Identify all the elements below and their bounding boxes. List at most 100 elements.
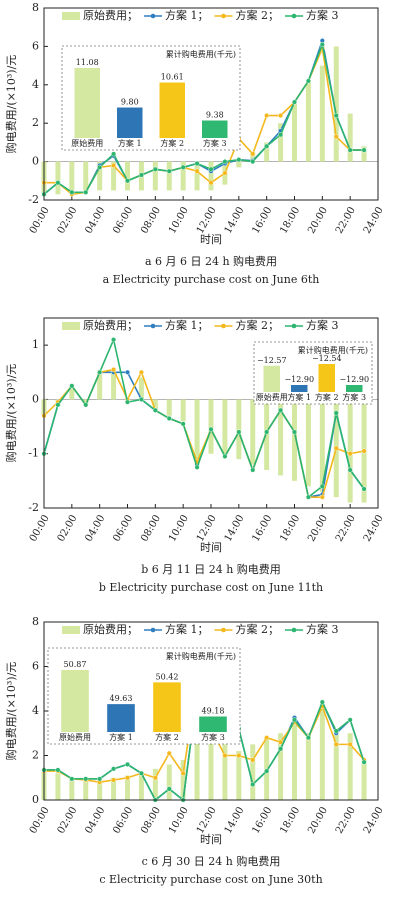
point (97, 164, 103, 170)
point (319, 483, 325, 489)
legend-swatch (150, 13, 156, 19)
bar (97, 779, 103, 800)
bar (97, 372, 103, 400)
inset-bar (61, 670, 89, 732)
y-tick-label: 0 (32, 155, 39, 168)
inset-bar (318, 364, 335, 392)
point (333, 410, 339, 416)
bar (125, 775, 130, 800)
bar (69, 777, 75, 800)
inset-value-label: 49.18 (202, 707, 225, 716)
panel: 0 2 4 6 8 00:00 02:00 04:00 06:00 08:00 10:00 12:00… (4, 615, 386, 886)
x-tick-label: 10:00 (167, 205, 191, 235)
legend-swatch (62, 626, 80, 634)
point (152, 407, 158, 413)
x-tick-label: 06:00 (111, 805, 135, 835)
inset-category-label: 方案 2 (155, 732, 179, 742)
inset-category-label: 原始费用 (71, 138, 103, 148)
legend-swatch (221, 627, 226, 633)
bar (278, 733, 284, 800)
x-tick-label: 00:00 (28, 205, 52, 235)
inset-title: 累计购电费用(千元) (298, 345, 368, 355)
y-tick-label: 4 (32, 78, 39, 91)
inset-value-label: 9.38 (206, 111, 224, 120)
x-tick-label: 12:00 (195, 805, 219, 835)
bar (69, 161, 75, 195)
x-tick-label: 16:00 (250, 513, 274, 543)
x-tick-label: 08:00 (139, 205, 163, 235)
bar (194, 699, 200, 800)
legend-label: 方案 1； (165, 318, 209, 332)
bar (292, 399, 297, 481)
bar (347, 399, 353, 503)
point (111, 766, 117, 772)
point (347, 467, 353, 473)
legend-swatch (62, 322, 80, 330)
point (124, 399, 130, 405)
y-tick-label: 6 (32, 39, 39, 52)
inset-title: 累计购电费用(千元) (166, 651, 236, 661)
x-tick-label: 14:00 (223, 205, 247, 235)
bar (250, 152, 256, 162)
point (305, 78, 311, 84)
point (138, 369, 144, 375)
inset-bar (291, 385, 308, 392)
inset-category-label: 方案 1 (118, 138, 142, 148)
x-tick-label: 20:00 (306, 205, 330, 235)
x-axis-label: 时间 (200, 541, 222, 554)
point (333, 728, 339, 734)
point (236, 429, 242, 435)
inset-category-label: 方案 1 (287, 392, 311, 402)
bar (208, 722, 214, 800)
inset-value-label: 9.80 (121, 98, 139, 107)
point (278, 407, 284, 413)
inset-category-label: 方案 2 (315, 392, 339, 402)
legend-label: 原始费用； (83, 8, 138, 22)
legend-label: 方案 1； (165, 8, 209, 22)
point (333, 445, 339, 451)
bar (166, 764, 172, 800)
point (152, 775, 158, 781)
inset-category-label: 方案 1 (109, 732, 133, 742)
point (264, 768, 270, 774)
bar (83, 161, 89, 193)
point (69, 383, 75, 389)
point (83, 402, 89, 408)
x-tick-label: 00:00 (28, 513, 52, 543)
x-tick-label: 16:00 (250, 805, 274, 835)
inset-bar (346, 385, 363, 392)
point (83, 776, 89, 782)
point (347, 717, 353, 723)
point (333, 113, 339, 119)
point (292, 429, 298, 435)
x-tick-label: 14:00 (223, 805, 247, 835)
bar (319, 65, 325, 162)
inset-category-label: 方案 2 (160, 138, 184, 148)
inset-value-label: −12.57 (257, 356, 287, 365)
point (347, 451, 353, 457)
point (166, 168, 172, 174)
point (69, 776, 75, 782)
point (319, 494, 325, 500)
inset-bar (107, 704, 135, 732)
legend-swatch (291, 627, 297, 633)
point (250, 757, 256, 763)
bar (83, 779, 89, 800)
inset-bar (74, 68, 100, 138)
point (361, 147, 367, 153)
legend-swatch (221, 13, 226, 19)
inset-category-label: 方案 3 (342, 392, 366, 402)
point (138, 770, 144, 776)
bar (194, 161, 200, 191)
x-tick-label: 08:00 (139, 805, 163, 835)
bar (180, 161, 186, 191)
point (111, 337, 117, 343)
bar (292, 104, 297, 162)
x-tick-label: 18:00 (278, 805, 302, 835)
bar (111, 777, 117, 800)
point (222, 159, 228, 165)
x-tick-label: 18:00 (278, 205, 302, 235)
point (180, 421, 186, 427)
plot-frame (43, 7, 379, 201)
